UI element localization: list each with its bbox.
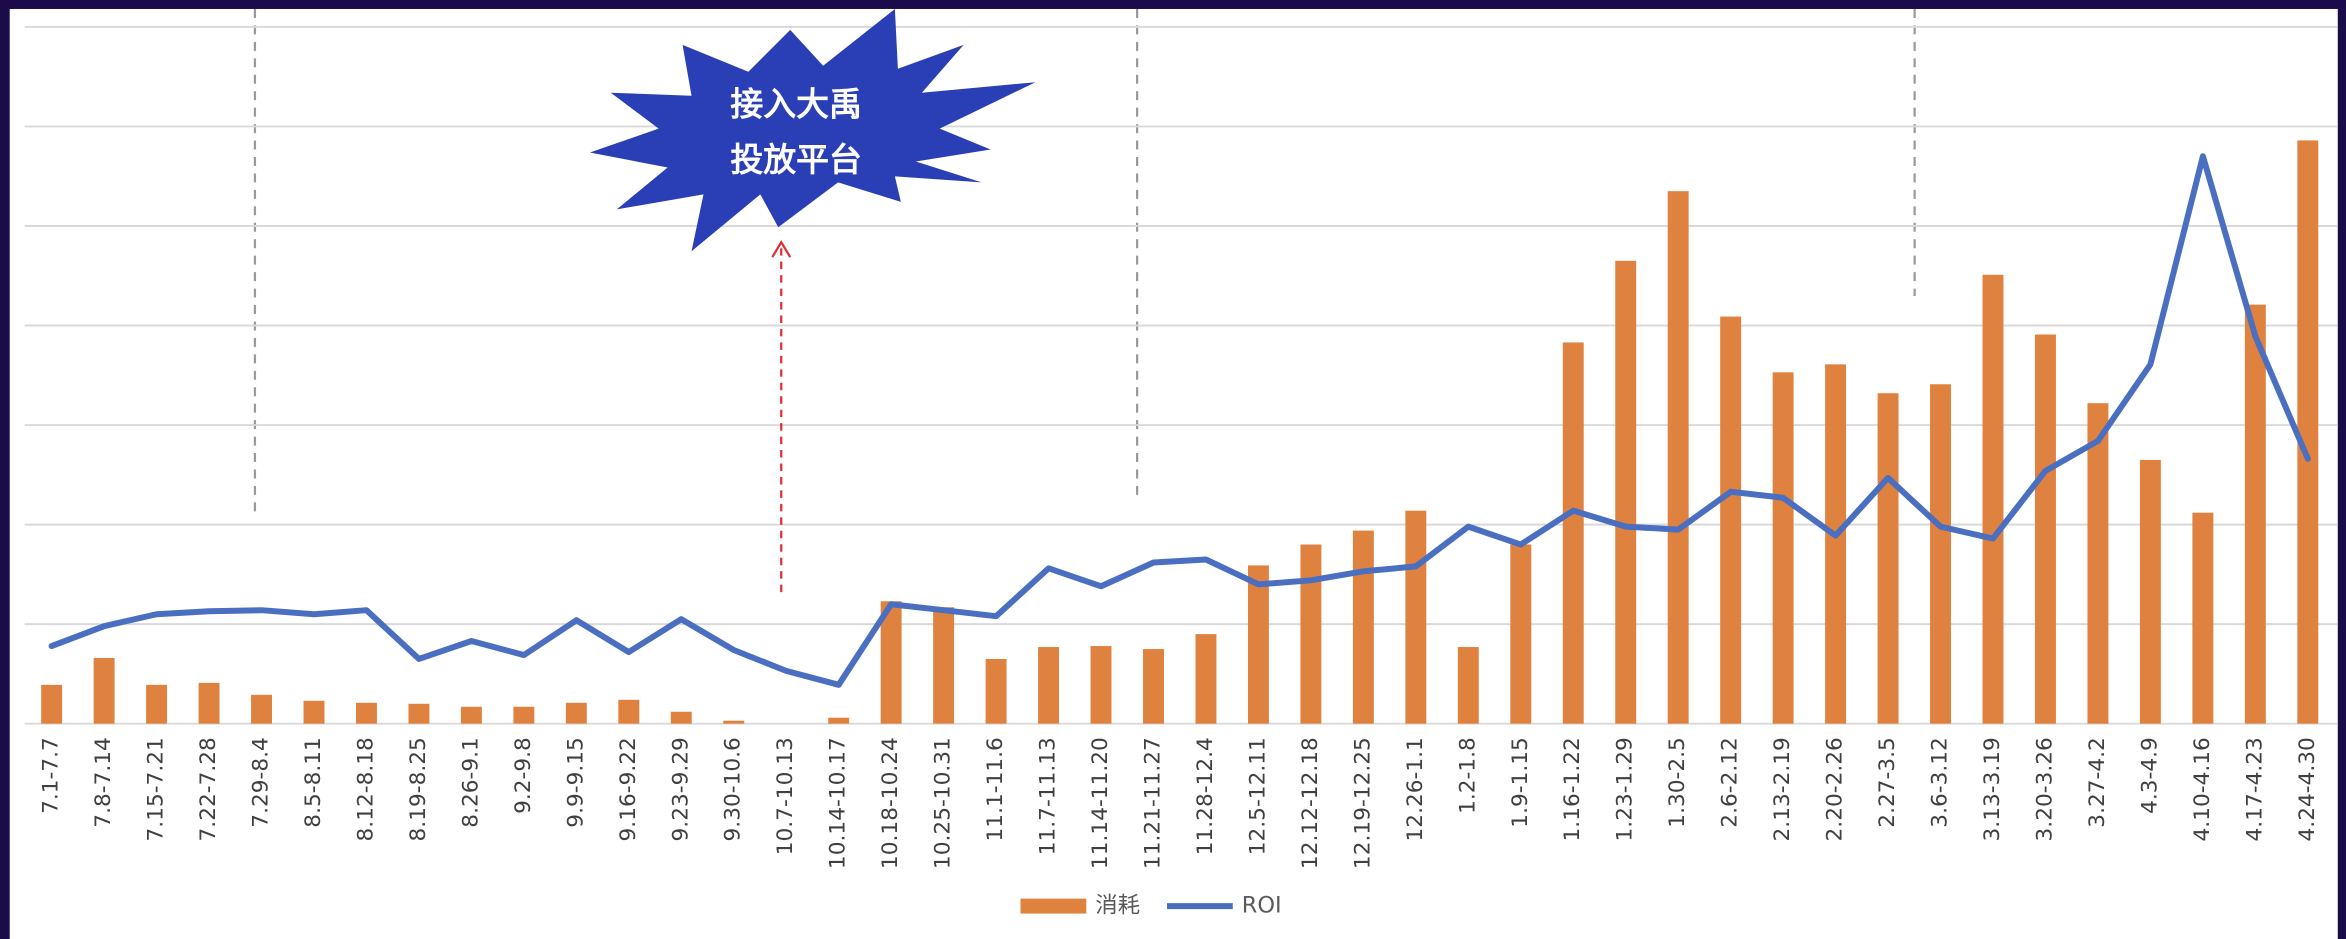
x-tick-label: 8.26-9.1 [458,737,483,828]
bar [1247,565,1269,724]
x-tick-label: 7.29-8.4 [249,737,274,828]
bar [303,700,325,724]
x-tick-label: 4.10-4.16 [2190,737,2215,841]
x-tick-label: 12.5-12.11 [1245,737,1270,855]
bar [1405,510,1427,724]
x-tick-label: 7.8-7.14 [91,737,116,828]
bar [198,682,220,724]
bar [1300,544,1322,724]
starburst [589,8,1036,252]
bar [408,703,430,724]
bar [670,711,692,724]
bar [1195,634,1217,724]
bar [1930,384,1951,724]
bar [460,706,482,724]
x-tick-label: 11.14-11.20 [1088,737,1113,869]
bar [93,657,115,724]
bar [41,684,63,724]
line [48,153,2311,688]
bar [1562,342,1584,724]
x-tick-label: 11.1-11.6 [983,737,1008,841]
x-tick-label: 3.13-3.19 [1980,737,2005,841]
bar [723,720,745,724]
x-tick-label: 1.9-1.15 [1508,737,1533,828]
x-tick-label: 4.17-4.23 [2242,737,2267,841]
bar [513,706,535,724]
x-tick-label: 9.23-9.29 [668,737,693,841]
x-tick-label: 7.15-7.21 [144,737,169,841]
bar [1615,260,1637,724]
bar [251,694,272,724]
bar [1143,649,1164,724]
bar [2139,459,2161,724]
legend-swatch [1020,898,1087,914]
x-tick-label: 11.21-11.27 [1140,737,1165,869]
x-tick-label: 9.30-10.6 [721,737,746,841]
x-tick-label: 3.20-3.26 [2032,737,2057,841]
legend-label: ROI [1242,893,1282,919]
bar [1352,530,1374,724]
x-tick-label: 10.18-10.24 [878,737,903,869]
x-tick-label: 3.6-3.12 [1928,737,1953,828]
bar [828,717,850,724]
bar [2087,403,2109,724]
bar [1457,647,1479,724]
phase-dividers [253,8,1916,512]
x-tick-label: 12.12-12.18 [1298,737,1323,869]
x-tick-label: 7.1-7.7 [39,737,64,814]
bar [933,607,955,724]
x-tick-label: 1.30-2.5 [1665,737,1690,828]
bar [565,702,587,724]
arrow-head [771,240,792,258]
x-tick-label: 11.28-12.4 [1193,737,1218,855]
bar [1510,544,1532,724]
bar [2034,334,2056,724]
bar [355,702,377,724]
x-tick-label: 9.2-9.8 [511,737,536,814]
x-tick-label: 11.7-11.13 [1036,737,1061,855]
x-tick-label: 8.5-8.11 [301,737,326,828]
x-tick-label: 10.25-10.31 [931,737,956,869]
bar [1825,364,1847,724]
x-tick-label: 4.24-4.30 [2295,737,2320,841]
bar [1038,647,1060,724]
bar [2192,512,2214,724]
bar [146,684,168,724]
bar [1877,393,1899,724]
bar [1667,191,1689,724]
bar [618,699,640,724]
bar [1090,646,1112,724]
annotation-line: 接入大禹 [730,85,862,124]
annotation-line: 投放平台 [730,140,862,179]
bar [1772,372,1794,724]
annotation-arrow [771,240,792,593]
x-tick-label: 1.16-1.22 [1560,737,1585,841]
x-tick-label: 9.9-9.15 [563,737,588,828]
bar [880,601,902,724]
x-tick-label: 8.12-8.18 [353,737,378,841]
x-tick-label: 1.23-1.29 [1613,737,1638,841]
x-tick-label: 4.3-4.9 [2137,737,2162,814]
bar [985,658,1007,724]
x-tick-label: 9.16-9.22 [616,737,641,841]
x-tick-label: 2.20-2.26 [1823,737,1848,841]
legend-label: 消耗 [1095,893,1140,919]
x-tick-label: 10.14-10.17 [826,737,851,869]
bar [2244,304,2266,724]
x-tick-label: 2.13-2.19 [1770,737,1795,841]
x-tick-label: 12.26-1.1 [1403,737,1428,841]
bar [1720,316,1742,724]
x-tick-label: 2.6-2.12 [1718,737,1743,828]
x-tick-label: 12.19-12.25 [1350,737,1375,869]
x-tick-label: 1.2-1.8 [1455,737,1480,814]
x-tick-label: 8.19-8.25 [406,737,431,841]
x-tick-label: 10.7-10.13 [773,737,798,855]
bar [1982,274,2004,724]
bar [2297,140,2319,724]
x-tick-label: 2.27-3.5 [1875,737,1900,828]
x-tick-label: 7.22-7.28 [196,737,221,841]
x-tick-label: 3.27-4.2 [2085,737,2110,828]
